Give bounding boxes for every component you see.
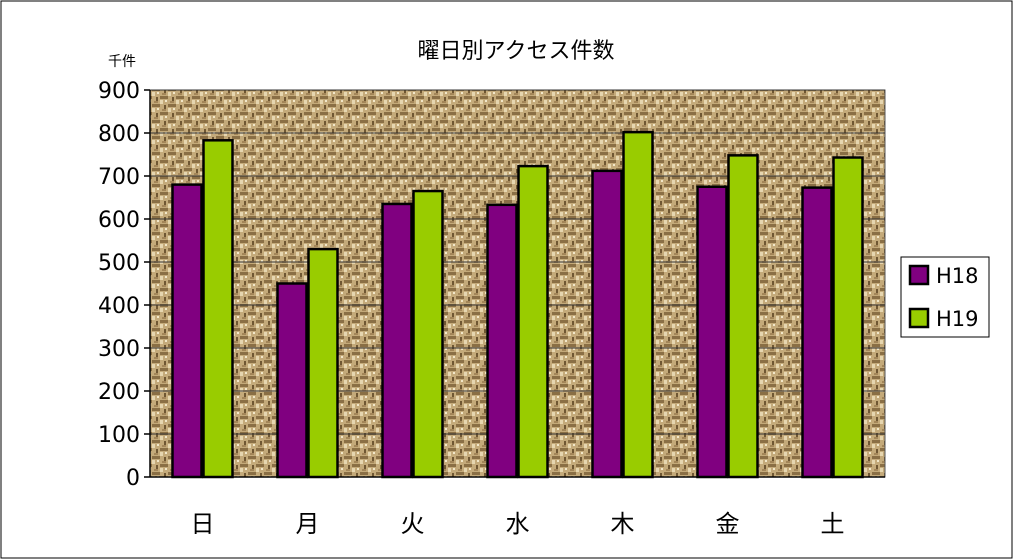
bar-h18-5 <box>696 185 728 479</box>
bar-h19-0 <box>202 139 234 479</box>
bar-h19-3 <box>517 164 549 479</box>
bar-h19-6 <box>832 156 864 479</box>
bar-h18-0 <box>171 183 203 479</box>
y-tick-label: 0 <box>126 466 140 491</box>
x-tick-label: 土 <box>821 510 845 538</box>
legend-label-h18: H18 <box>936 264 979 288</box>
legend-label-h19: H19 <box>936 307 979 331</box>
y-tick-label: 100 <box>98 423 140 448</box>
chart-title: 曜日別アクセス件数 <box>418 39 615 64</box>
y-tick-label: 600 <box>98 208 140 233</box>
y-axis-tick-labels: 0 100 200 300 400 500 600 700 800 900 <box>98 79 150 491</box>
bar-h18-2 <box>381 202 413 479</box>
legend-swatch-h19 <box>908 307 930 329</box>
x-tick-label: 火 <box>401 510 425 538</box>
y-tick-label: 400 <box>98 294 140 319</box>
y-tick-label: 900 <box>98 79 140 104</box>
y-tick-label: 300 <box>98 337 140 362</box>
bar-h18-1 <box>276 282 308 479</box>
bar-h19-1 <box>307 247 339 479</box>
y-tick-label: 700 <box>98 165 140 190</box>
bars <box>171 130 864 479</box>
x-tick-label: 金 <box>716 510 740 538</box>
x-tick-label: 日 <box>191 510 215 538</box>
bar-h19-2 <box>412 189 444 479</box>
y-tick-label: 200 <box>98 380 140 405</box>
x-tick-label: 水 <box>506 510 530 538</box>
legend: H18 H19 <box>900 256 990 338</box>
bar-h18-4 <box>591 169 623 479</box>
bar-h18-3 <box>486 203 518 479</box>
x-tick-label: 木 <box>611 510 635 538</box>
bar-h18-6 <box>801 186 833 479</box>
y-axis-unit-label: 千件 <box>108 54 136 70</box>
bar-h19-4 <box>622 130 654 479</box>
x-tick-label: 月 <box>296 510 320 538</box>
y-tick-label: 800 <box>98 122 140 147</box>
x-axis-tick-labels: 日月火水木金土 <box>191 510 845 538</box>
y-tick-label: 500 <box>98 251 140 276</box>
bar-h19-5 <box>727 154 759 479</box>
legend-swatch-h18 <box>908 264 930 286</box>
